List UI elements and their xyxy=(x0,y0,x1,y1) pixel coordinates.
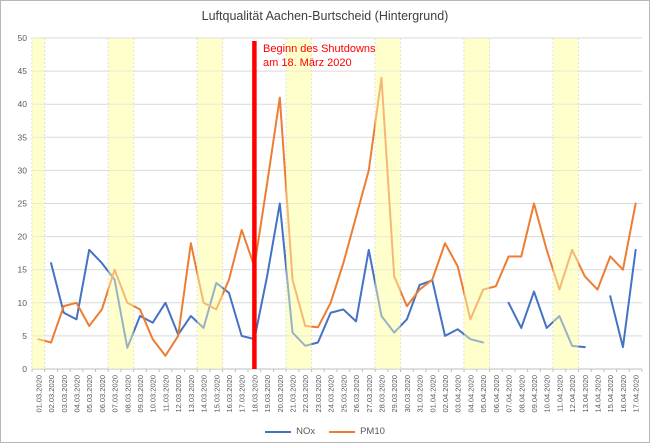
y-axis-tick-label: 10 xyxy=(18,298,28,308)
annotation-line1: Beginn des Shutdowns xyxy=(263,43,376,55)
y-axis-tick-label: 20 xyxy=(18,232,28,242)
chart-title[interactable]: Luftqualität Aachen-Burtscheid (Hintergr… xyxy=(201,9,449,23)
x-axis-tick-label: 14.03.2020 xyxy=(200,375,209,413)
x-axis-tick-label: 05.04.2020 xyxy=(479,375,488,413)
x-axis-tick-label: 31.03.2020 xyxy=(416,375,425,413)
legend-item-pm10[interactable]: PM10 xyxy=(329,426,385,437)
x-axis-tick-label: 02.04.2020 xyxy=(441,375,450,413)
y-axis-tick-label: 45 xyxy=(18,66,28,76)
chart-legend: NOx PM10 xyxy=(1,426,649,437)
y-axis-tick-label: 25 xyxy=(18,199,28,209)
x-axis-tick-label: 07.04.2020 xyxy=(505,375,514,413)
y-axis-tick-label: 5 xyxy=(22,331,27,341)
x-axis-tick-label: 30.03.2020 xyxy=(403,375,412,413)
x-axis-tick-label: 05.03.2020 xyxy=(85,375,94,413)
pm10-line-swatch xyxy=(329,430,356,433)
legend-label-nox: NOx xyxy=(296,426,316,437)
nox-line[interactable] xyxy=(609,248,637,349)
x-axis-tick-label: 15.03.2020 xyxy=(212,375,221,413)
x-axis-tick-label: 01.03.2020 xyxy=(34,375,43,413)
y-axis-tick-label: 0 xyxy=(22,364,27,374)
x-axis-tick-label: 06.03.2020 xyxy=(98,375,107,413)
x-axis-tick-label: 18.03.2020 xyxy=(250,375,259,413)
x-axis-tick-label: 25.03.2020 xyxy=(339,375,348,413)
x-axis-tick-label: 11.03.2020 xyxy=(161,375,170,412)
x-axis-tick-label: 19.03.2020 xyxy=(263,375,272,413)
x-axis-tick-label: 02.03.2020 xyxy=(47,375,56,413)
y-axis-tick-label: 35 xyxy=(18,132,28,142)
legend-item-nox[interactable]: NOx xyxy=(265,426,315,437)
y-axis-tick-label: 40 xyxy=(18,99,28,109)
x-axis-tick-label: 23.03.2020 xyxy=(314,375,323,413)
x-axis-tick-label: 09.03.2020 xyxy=(136,375,145,413)
x-axis-tick-label: 11.04.2020 xyxy=(555,375,564,412)
x-axis-tick-label: 16.03.2020 xyxy=(225,375,234,413)
x-axis-tick-label: 14.04.2020 xyxy=(594,375,603,413)
x-axis-tick-label: 17.03.2020 xyxy=(238,375,247,413)
y-axis-tick-label: 50 xyxy=(18,33,28,43)
x-axis-tick-label: 17.04.2020 xyxy=(632,375,641,413)
x-axis-tick-label: 10.03.2020 xyxy=(149,375,158,413)
nox-line-swatch xyxy=(265,430,292,433)
x-axis-tick-label: 26.03.2020 xyxy=(352,375,361,413)
x-axis-tick-label: 13.04.2020 xyxy=(581,375,590,413)
x-axis-tick-label: 21.03.2020 xyxy=(289,375,298,413)
x-axis-tick-label: 09.04.2020 xyxy=(530,375,539,413)
y-axis-tick-label: 15 xyxy=(18,265,28,275)
x-axis-tick-label: 16.04.2020 xyxy=(619,375,628,413)
x-axis-tick-label: 10.04.2020 xyxy=(543,375,552,413)
x-axis-tick-label: 13.03.2020 xyxy=(187,375,196,413)
x-axis-tick-label: 08.03.2020 xyxy=(123,375,132,413)
legend-label-pm10: PM10 xyxy=(360,426,385,437)
x-axis-tick-label: 01.04.2020 xyxy=(428,375,437,413)
x-axis-tick-label: 20.03.2020 xyxy=(276,375,285,413)
x-axis-tick-label: 15.04.2020 xyxy=(606,375,615,413)
x-axis-tick-label: 12.03.2020 xyxy=(174,375,183,413)
x-axis-tick-label: 03.04.2020 xyxy=(454,375,463,413)
y-axis-tick-label: 30 xyxy=(18,165,28,175)
nox-line[interactable] xyxy=(50,202,485,349)
x-axis-tick-label: 22.03.2020 xyxy=(301,375,310,413)
x-axis-tick-label: 12.04.2020 xyxy=(568,375,577,413)
x-axis-tick-label: 08.04.2020 xyxy=(517,375,526,413)
x-axis-tick-label: 28.03.2020 xyxy=(377,375,386,413)
x-axis-tick-label: 29.03.2020 xyxy=(390,375,399,413)
annotation-line2: am 18. März 2020 xyxy=(263,57,352,69)
x-axis-tick-label: 27.03.2020 xyxy=(365,375,374,413)
x-axis-tick-label: 24.03.2020 xyxy=(327,375,336,413)
x-axis-tick-label: 04.03.2020 xyxy=(72,375,81,413)
nox-line[interactable] xyxy=(507,290,586,349)
pm10-line[interactable] xyxy=(37,76,637,357)
x-axis-tick-label: 06.04.2020 xyxy=(492,375,501,413)
shutdown-annotation[interactable]: Beginn des Shutdowns am 18. März 2020 xyxy=(263,42,376,70)
x-axis-tick-label: 04.04.2020 xyxy=(466,375,475,413)
x-axis-tick-label: 03.03.2020 xyxy=(60,375,69,413)
x-axis-tick-label: 07.03.2020 xyxy=(111,375,120,413)
